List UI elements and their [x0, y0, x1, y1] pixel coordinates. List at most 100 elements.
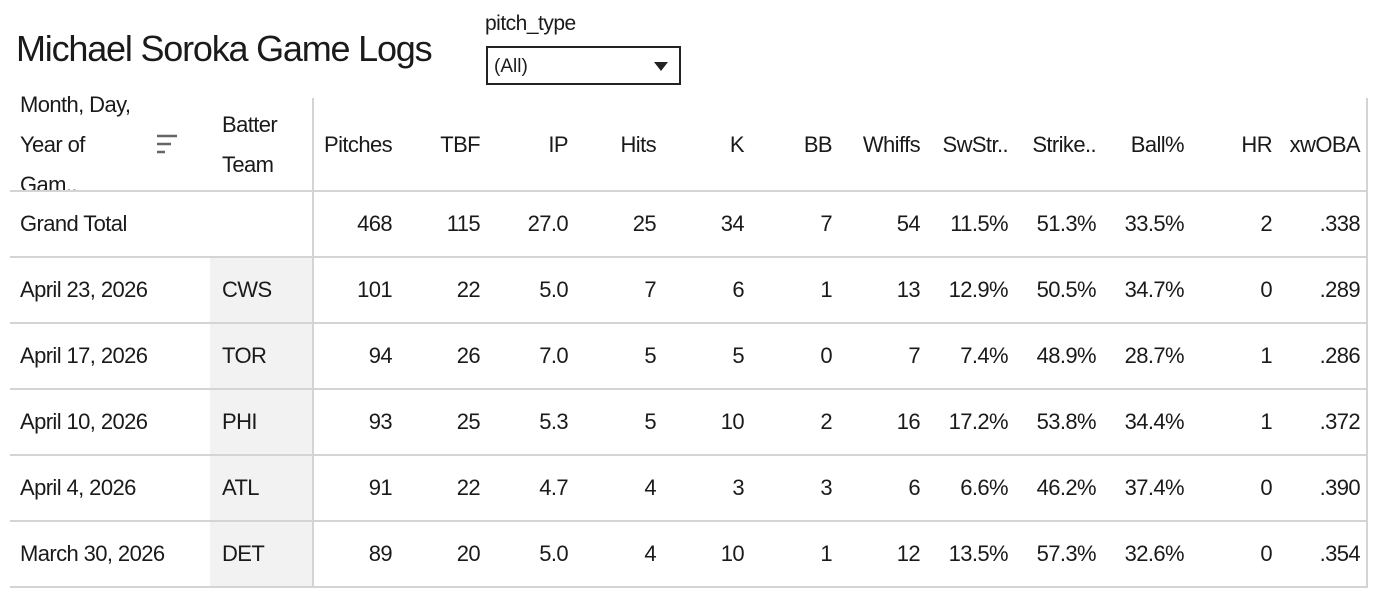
row-line — [10, 190, 1368, 192]
divider — [312, 98, 314, 586]
filter-value: (All) — [494, 56, 528, 77]
data-cell: 34.4% — [1124, 409, 1185, 434]
row-label: Grand Total — [20, 211, 127, 236]
data-cell: 37.4% — [1124, 475, 1185, 500]
data-cell: 5 — [644, 343, 656, 368]
team-cell: DET — [222, 541, 265, 566]
data-cell: 0 — [1260, 475, 1272, 500]
data-cell: 1 — [820, 541, 832, 566]
total-cell: 27.0 — [527, 211, 569, 236]
row-line — [10, 454, 1368, 456]
data-cell: 0 — [1260, 277, 1272, 302]
data-cell: 1 — [1260, 343, 1272, 368]
column-header: xwOBA — [1289, 132, 1361, 157]
team-bg — [210, 324, 312, 388]
team-bg — [210, 456, 312, 520]
dropdown-arrow — [654, 62, 668, 71]
column-header: Whiffs — [862, 132, 921, 157]
data-cell: 5 — [732, 343, 744, 368]
total-cell: 468 — [357, 211, 393, 236]
team-cell: ATL — [222, 475, 260, 500]
data-cell: 22 — [456, 277, 481, 302]
data-cell: 91 — [368, 475, 393, 500]
column-header: Ball% — [1130, 132, 1185, 157]
column-header: Month, Day, Year of Gam.. — [20, 92, 131, 197]
data-cell: .390 — [1319, 475, 1361, 500]
data-cell: 13.5% — [948, 541, 1009, 566]
team-cell: CWS — [222, 277, 272, 302]
data-cell: 10 — [720, 541, 745, 566]
data-cell: 0 — [820, 343, 832, 368]
data-cell: 53.8% — [1036, 409, 1097, 434]
filter-dropdown[interactable]: (All) — [486, 46, 681, 85]
date-cell: April 4, 2026 — [20, 475, 136, 500]
data-cell: 50.5% — [1036, 277, 1097, 302]
total-cell: 2 — [1260, 211, 1272, 236]
sort-icon[interactable] — [156, 133, 180, 157]
data-cell: 1 — [1260, 409, 1272, 434]
data-cell: 12 — [896, 541, 921, 566]
row-line — [10, 322, 1368, 324]
date-cell: April 17, 2026 — [20, 343, 148, 368]
data-cell: 7.0 — [539, 343, 568, 368]
data-cell: 4 — [644, 475, 656, 500]
row-line — [10, 256, 1368, 258]
data-cell: 6.6% — [960, 475, 1008, 500]
team-cell: PHI — [222, 409, 257, 434]
filter-label: pitch_type — [485, 12, 576, 35]
date-cell: April 10, 2026 — [20, 409, 148, 434]
team-bg — [210, 390, 312, 454]
data-cell: 46.2% — [1036, 475, 1097, 500]
data-cell: 57.3% — [1036, 541, 1097, 566]
data-cell: 26 — [456, 343, 481, 368]
data-cell: 3 — [732, 475, 744, 500]
row-line — [10, 520, 1368, 522]
column-header: K — [729, 132, 745, 157]
data-cell: 5.0 — [539, 541, 568, 566]
date-cell: April 23, 2026 — [20, 277, 148, 302]
data-cell: 1 — [820, 277, 832, 302]
column-header: BB — [803, 132, 833, 157]
data-cell: 2 — [820, 409, 832, 434]
title: Michael Soroka Game Logs — [16, 28, 433, 69]
row-line — [10, 586, 1368, 588]
data-cell: 10 — [720, 409, 745, 434]
total-cell: 34 — [720, 211, 745, 236]
data-cell: 7.4% — [960, 343, 1008, 368]
data-cell: .286 — [1319, 343, 1361, 368]
data-cell: .372 — [1319, 409, 1361, 434]
data-cell: 89 — [368, 541, 393, 566]
total-cell: 51.3% — [1036, 211, 1097, 236]
column-header: Strike.. — [1032, 132, 1096, 157]
total-cell: 11.5% — [950, 211, 1008, 236]
data-cell: 0 — [1260, 541, 1272, 566]
data-cell: 93 — [368, 409, 393, 434]
data-cell: 4 — [644, 541, 656, 566]
total-cell: 54 — [896, 211, 921, 236]
data-cell: 34.7% — [1124, 277, 1185, 302]
total-cell: 25 — [632, 211, 657, 236]
data-cell: 16 — [896, 409, 921, 434]
data-cell: 101 — [357, 277, 393, 302]
data-cell: 28.7% — [1124, 343, 1185, 368]
total-cell: 115 — [446, 211, 481, 236]
data-cell: 5.3 — [539, 409, 568, 434]
data-cell: 7 — [644, 277, 656, 302]
data-cell: 94 — [368, 343, 393, 368]
column-header: TBF — [440, 132, 480, 157]
total-cell: .338 — [1319, 211, 1361, 236]
data-cell: .354 — [1319, 541, 1361, 566]
data-cell: 13 — [896, 277, 921, 302]
data-cell: 4.7 — [539, 475, 568, 500]
data-cell: 20 — [456, 541, 481, 566]
column-header: HR — [1241, 132, 1272, 157]
column-header: Hits — [620, 132, 657, 157]
row-line — [10, 388, 1368, 390]
data-cell: 6 — [732, 277, 744, 302]
column-header: Pitches — [324, 132, 393, 157]
team-cell: TOR — [222, 343, 267, 368]
data-cell: 32.6% — [1124, 541, 1185, 566]
data-cell: 5 — [644, 409, 656, 434]
data-cell: 6 — [908, 475, 920, 500]
